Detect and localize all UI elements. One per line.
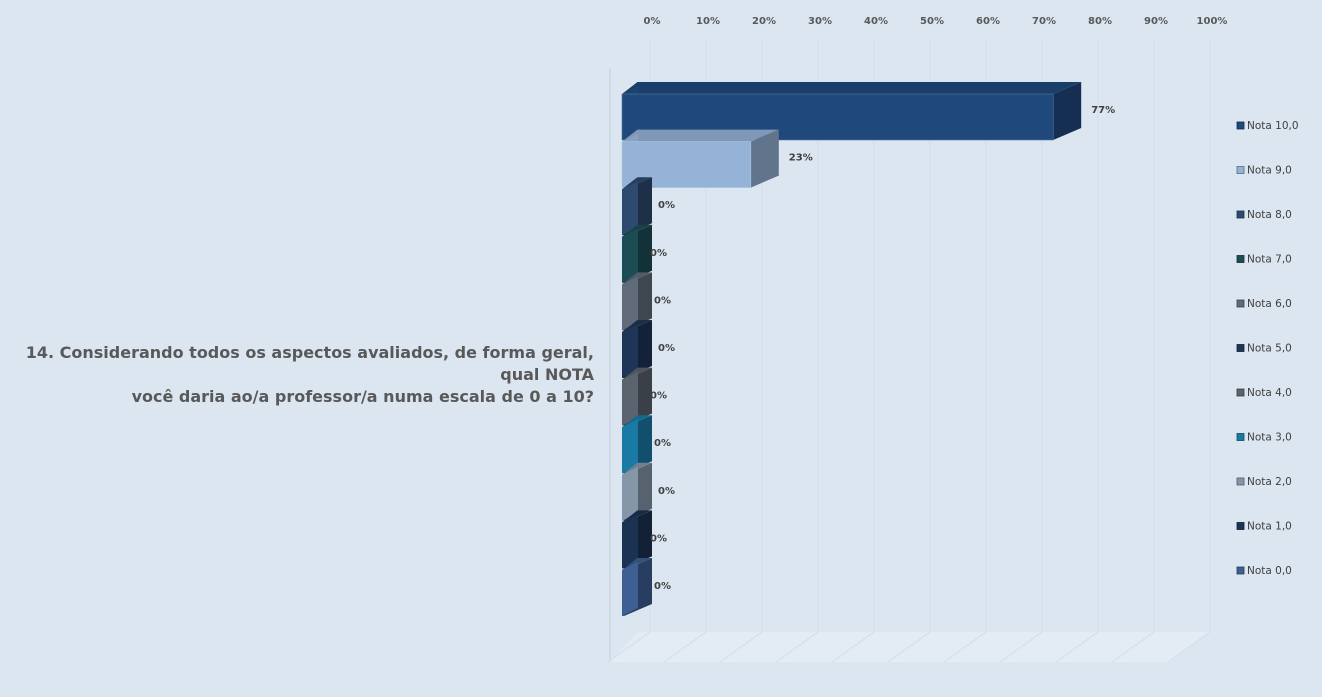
data-label: 0% (658, 486, 675, 497)
data-label: 0% (658, 200, 675, 211)
gridline-floor (663, 631, 707, 663)
bar-cap (622, 371, 638, 426)
data-label: 0% (658, 343, 675, 354)
bar-cap (622, 181, 638, 236)
legend-label: Nota 8,0 (1247, 209, 1292, 221)
gridline-floor (1111, 631, 1155, 663)
gridline-floor (999, 631, 1043, 663)
bar (622, 474, 624, 521)
data-label: 77% (1091, 105, 1115, 116)
gridline-floor (719, 631, 763, 663)
x-tick-label: 60% (976, 16, 1000, 27)
x-tick-label: 90% (1144, 16, 1168, 27)
bar-cap (622, 324, 638, 378)
x-tick-label: 30% (808, 16, 832, 27)
legend-swatch (1236, 255, 1245, 263)
gridline-floor (607, 631, 651, 663)
bar (622, 236, 624, 283)
bar-cap (622, 419, 638, 474)
legend-swatch (1236, 388, 1245, 397)
legend-label: Nota 0,0 (1247, 565, 1292, 577)
gridline-floor (831, 631, 875, 663)
gridline-floor (943, 631, 987, 663)
data-label: 0% (650, 391, 667, 402)
x-tick-label: 70% (1032, 16, 1056, 27)
data-label: 0% (654, 438, 671, 449)
x-tick-label: 20% (752, 16, 776, 27)
gridline-floor (1167, 631, 1211, 663)
bar (622, 522, 624, 569)
bar-side (1053, 82, 1082, 140)
legend-swatch (1236, 566, 1245, 575)
bar-cap (622, 228, 638, 283)
x-tick-label: 40% (864, 16, 888, 27)
bar (622, 189, 624, 236)
legend-swatch (1236, 477, 1245, 486)
legend-swatch (1236, 433, 1245, 441)
chart-floor (610, 632, 1210, 662)
bar (622, 332, 624, 378)
legend-swatch (1236, 299, 1245, 308)
bar-cap (622, 466, 638, 521)
legend-swatch (1236, 210, 1245, 219)
gridline-floor (775, 631, 819, 663)
bar (622, 379, 624, 426)
gridline-floor (887, 631, 931, 663)
legend-swatch (1236, 344, 1245, 352)
legend-swatch (1236, 522, 1245, 530)
x-tick-label: 0% (644, 16, 661, 27)
data-label: 0% (650, 533, 667, 544)
legend-label: Nota 7,0 (1247, 254, 1292, 266)
question-title-line-1: 14. Considerando todos os aspectos avali… (25, 343, 594, 384)
legend-label: Nota 2,0 (1247, 476, 1292, 488)
bar-top (622, 82, 1082, 94)
legend-swatch (1236, 166, 1245, 174)
x-tick-label: 80% (1088, 16, 1112, 27)
bar (622, 284, 624, 331)
legend-label: Nota 10,0 (1247, 120, 1299, 132)
question-title-line-2: você daria ao/a professor/a numa escala … (131, 387, 594, 406)
legend-label: Nota 5,0 (1247, 343, 1292, 355)
bar-cap (622, 562, 638, 616)
x-tick-label: 10% (696, 16, 720, 27)
data-label: 0% (650, 248, 667, 259)
legend-label: Nota 9,0 (1247, 165, 1292, 177)
data-label: 0% (654, 581, 671, 592)
bar (622, 570, 624, 616)
data-label: 23% (789, 153, 813, 164)
legend-label: Nota 1,0 (1247, 521, 1292, 533)
bar-cap (622, 514, 638, 569)
bar-side (750, 129, 779, 188)
bar (622, 427, 624, 474)
legend-label: Nota 4,0 (1247, 387, 1292, 399)
bar-top (622, 129, 779, 142)
bar-cap (622, 276, 638, 331)
x-tick-label: 50% (920, 16, 944, 27)
data-label: 0% (654, 295, 671, 306)
question-title: 14. Considerando todos os aspectos avali… (0, 342, 594, 408)
x-tick-label: 100% (1197, 16, 1228, 27)
gridline-floor (1055, 631, 1099, 663)
legend-label: Nota 3,0 (1247, 432, 1292, 444)
legend-swatch (1236, 121, 1245, 130)
legend-label: Nota 6,0 (1247, 298, 1292, 310)
